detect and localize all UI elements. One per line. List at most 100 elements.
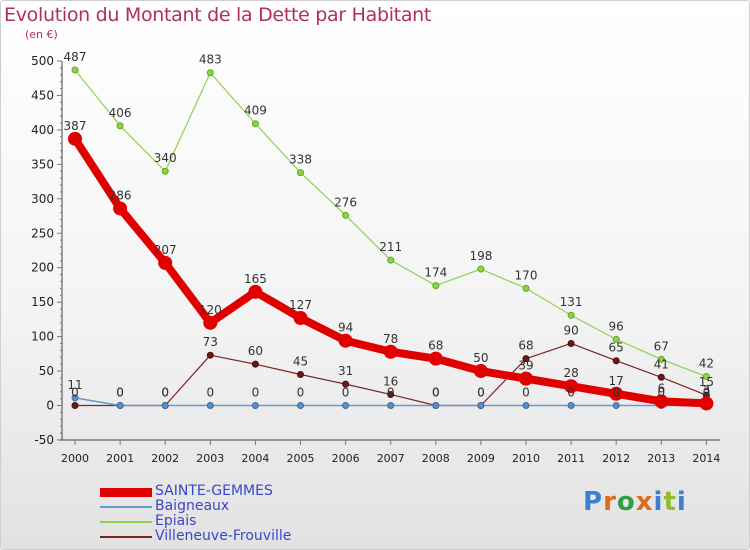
- legend-item-epiais: Epiais: [100, 513, 340, 530]
- data-label: 0: [703, 386, 711, 400]
- data-point: [387, 402, 395, 409]
- data-label: 276: [334, 195, 357, 209]
- data-label: 39: [518, 359, 533, 373]
- x-tick-label: 2008: [422, 452, 450, 465]
- data-point: [432, 402, 440, 409]
- data-point: [477, 265, 485, 273]
- data-point: [297, 370, 304, 378]
- data-point: [293, 310, 308, 325]
- data-label: 409: [244, 104, 267, 118]
- data-label: 0: [161, 386, 169, 400]
- data-label: 11: [67, 378, 82, 392]
- y-tick-label: 50: [39, 364, 54, 378]
- data-point: [116, 402, 124, 409]
- y-tick-label: 400: [31, 123, 54, 137]
- data-point: [113, 201, 128, 216]
- data-label: 0: [522, 386, 530, 400]
- data-point: [158, 255, 173, 270]
- x-tick-label: 2010: [512, 452, 540, 465]
- logo-letter: x: [635, 487, 654, 517]
- data-point: [702, 373, 710, 381]
- data-point: [71, 66, 79, 74]
- data-point: [206, 69, 214, 77]
- data-label: 50: [473, 351, 488, 365]
- data-point: [342, 380, 350, 388]
- data-point: [161, 402, 169, 409]
- y-tick-label: 350: [31, 157, 54, 171]
- data-label: 174: [424, 266, 447, 280]
- chart-title: Evolution du Montant de la Dette par Hab…: [4, 4, 432, 26]
- data-point: [248, 284, 263, 299]
- legend-swatch: [100, 521, 152, 523]
- data-point: [567, 339, 575, 347]
- data-label: 6: [657, 381, 665, 395]
- data-point: [387, 256, 395, 264]
- data-label: 211: [379, 240, 402, 254]
- legend: SAINTE-GEMMES Baigneaux Epiais Villeneuv…: [100, 483, 340, 545]
- x-tick-label: 2011: [557, 452, 585, 465]
- data-point: [428, 351, 443, 366]
- y-tick-label: 100: [31, 330, 54, 344]
- x-tick-label: 2003: [196, 452, 224, 465]
- data-point: [519, 371, 533, 386]
- legend-item-villeneuve-frouville: Villeneuve-Frouville: [100, 528, 340, 545]
- legend-item-baigneaux: Baigneaux: [100, 498, 340, 515]
- logo-letter: i: [653, 487, 664, 517]
- data-label: 0: [71, 386, 79, 400]
- data-point: [657, 355, 665, 363]
- x-tick-label: 2009: [467, 452, 495, 465]
- data-label: 67: [654, 339, 669, 353]
- data-label: 96: [609, 319, 624, 333]
- legend-label: Baigneaux: [155, 498, 230, 514]
- data-label: 78: [383, 332, 398, 346]
- data-point: [297, 169, 304, 177]
- y-tick-label: 300: [31, 192, 54, 206]
- data-label: 0: [612, 386, 620, 400]
- data-label: 90: [563, 323, 578, 337]
- data-point: [473, 364, 488, 379]
- data-point: [522, 402, 530, 409]
- data-point: [612, 402, 620, 409]
- data-label: 0: [252, 386, 260, 400]
- x-tick-label: 2000: [61, 452, 89, 465]
- data-point: [116, 122, 124, 130]
- data-label: 0: [432, 386, 440, 400]
- x-tick-label: 2013: [647, 452, 675, 465]
- data-label: 286: [109, 188, 132, 202]
- data-label: 65: [609, 341, 624, 355]
- data-label: 68: [428, 339, 443, 353]
- data-label: 127: [289, 298, 312, 312]
- x-tick-label: 2014: [692, 452, 720, 465]
- data-label: 94: [338, 321, 353, 335]
- data-label: 0: [116, 386, 124, 400]
- data-label: 3: [703, 383, 711, 397]
- data-label: 406: [109, 106, 132, 120]
- legend-swatch: [100, 488, 152, 497]
- data-point: [251, 402, 259, 409]
- data-point: [297, 402, 304, 409]
- data-point: [203, 315, 218, 330]
- data-point: [567, 311, 575, 319]
- y-tick-label: 150: [31, 295, 54, 309]
- legend-label: Epiais: [155, 513, 197, 529]
- y-tick-label: 450: [31, 88, 54, 102]
- data-point: [612, 357, 620, 365]
- data-label: 0: [567, 386, 575, 400]
- y-tick-label: 500: [31, 54, 54, 68]
- data-point: [383, 344, 398, 359]
- data-point: [251, 360, 259, 368]
- x-tick-label: 2007: [377, 452, 405, 465]
- data-point: [338, 333, 353, 348]
- data-label: 60: [248, 344, 263, 358]
- legend-item-sainte-gemmes: SAINTE-GEMMES: [100, 483, 340, 500]
- data-point: [432, 282, 440, 290]
- legend-swatch: [100, 536, 152, 538]
- x-tick-label: 2006: [332, 452, 360, 465]
- data-label: 41: [654, 357, 669, 371]
- data-label: 487: [64, 50, 87, 64]
- logo-letter: o: [616, 487, 636, 517]
- data-label: 45: [293, 354, 308, 368]
- data-point: [657, 373, 665, 381]
